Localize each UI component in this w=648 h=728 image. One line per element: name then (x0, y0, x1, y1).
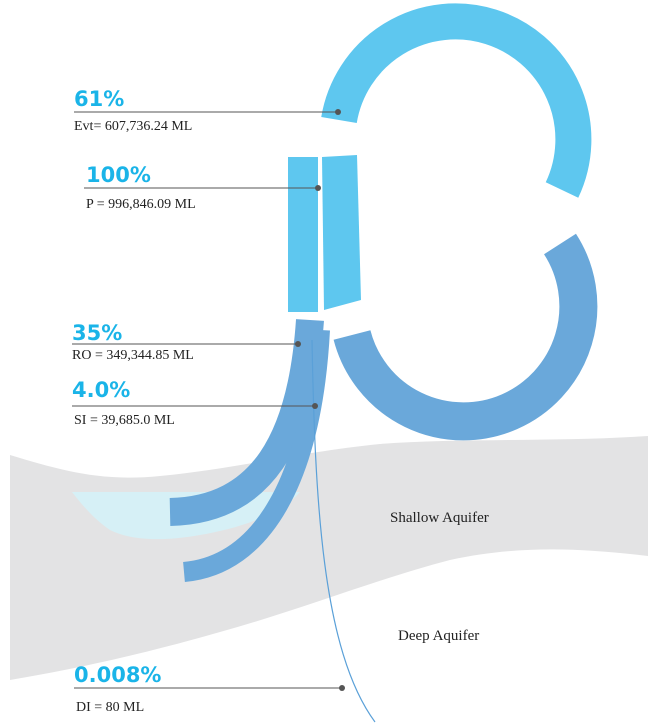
layer-label: Shallow Aquifer (390, 510, 489, 526)
flow-label: DI = 80 ML (76, 700, 144, 715)
leader-dot (295, 341, 301, 347)
layer-label: Deep Aquifer (398, 628, 479, 644)
flow-label: SI = 39,685.0 ML (74, 413, 175, 428)
di-flow (311, 339, 376, 723)
percent: 0.008% (74, 663, 161, 687)
percent: 61% (74, 87, 124, 111)
si-flow (182, 329, 330, 582)
ro-return-flow (333, 233, 598, 441)
flow-label: P = 996,846.09 ML (86, 197, 196, 212)
percent: 35% (72, 321, 122, 345)
leader-dot (315, 185, 321, 191)
ro-flow (169, 319, 324, 526)
percent: 4.0% (72, 378, 130, 402)
leader-dot (339, 685, 345, 691)
aquifer-band (10, 436, 648, 680)
evt-flow (321, 3, 592, 198)
p-flow (322, 155, 361, 310)
leader-dot (312, 403, 318, 409)
p-flow (288, 157, 318, 312)
flow-label: Evt= 607,736.24 ML (74, 119, 192, 134)
leader-dot (335, 109, 341, 115)
percent: 100% (86, 163, 151, 187)
flow-label: RO = 349,344.85 ML (72, 348, 194, 363)
